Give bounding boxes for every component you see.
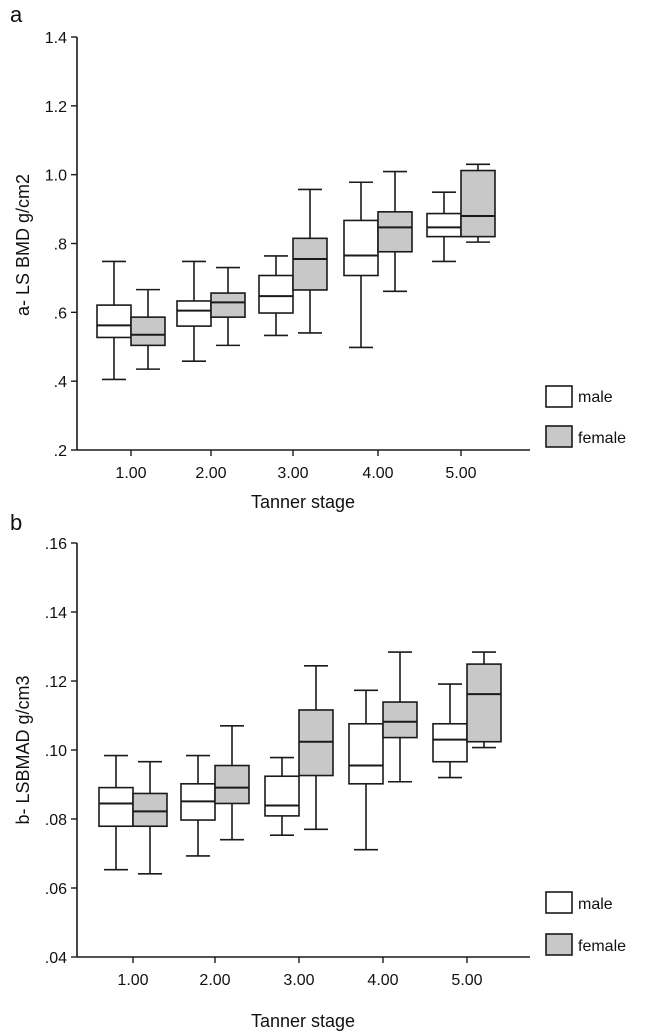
box-female-3.00 xyxy=(292,188,328,334)
x-tick-label: 5.00 xyxy=(451,972,482,989)
y-tick-label: .14 xyxy=(45,605,67,622)
box-male-4.00 xyxy=(348,689,384,851)
iqr-box xyxy=(348,722,384,785)
box-male-5.00 xyxy=(432,683,468,779)
panel-b-y-axis-title: b- LSBMAD g/cm3 xyxy=(13,675,33,824)
panel-a-letter: a xyxy=(10,2,23,27)
box-male-3.00 xyxy=(264,756,300,837)
panel-b-plot-area: .04 .06 .08 .10 .12 .14 .16 1.00 2.00 3.00 4.00 5.0… xyxy=(45,536,530,989)
iqr-box xyxy=(176,300,212,327)
panel-b-x-axis-title: Tanner stage xyxy=(251,1011,355,1031)
x-tick-label: 1.00 xyxy=(115,465,146,482)
box-female-2.00 xyxy=(210,266,246,347)
iqr-box xyxy=(466,663,502,743)
y-tick-label: 1.4 xyxy=(45,30,67,47)
iqr-box xyxy=(460,169,496,238)
y-tick-label: .6 xyxy=(54,305,67,322)
box-female-4.00 xyxy=(377,170,413,293)
y-tick-label: .4 xyxy=(54,374,67,391)
x-tick-label: 1.00 xyxy=(117,972,148,989)
iqr-box xyxy=(214,764,250,805)
box-female-1.00 xyxy=(132,760,168,875)
y-tick-label: .10 xyxy=(45,743,67,760)
x-tick-label: 4.00 xyxy=(362,465,393,482)
iqr-box xyxy=(377,211,413,253)
panel-a: a .2.4.6.81.01.21.41.00 2.00 3.00 4.00 5.00 … xyxy=(10,2,626,512)
y-tick-label: .04 xyxy=(45,950,67,967)
panel-b-legend: male female xyxy=(545,891,626,956)
iqr-box xyxy=(264,775,300,817)
iqr-box xyxy=(298,709,334,777)
iqr-box xyxy=(210,292,246,318)
iqr-box xyxy=(382,701,418,739)
iqr-box xyxy=(130,316,166,347)
box-female-1.00 xyxy=(130,288,166,370)
x-tick-label: 5.00 xyxy=(445,465,476,482)
iqr-box xyxy=(426,212,462,238)
iqr-box xyxy=(132,792,168,828)
box-male-2.00 xyxy=(176,260,212,363)
box-female-5.00 xyxy=(466,651,502,749)
iqr-box xyxy=(343,219,379,277)
panel-b-letter: b xyxy=(10,510,22,535)
legend-female-label: female xyxy=(578,430,626,447)
box-female-2.00 xyxy=(214,725,250,841)
legend-female-swatch xyxy=(545,933,573,956)
x-tick-label: 3.00 xyxy=(277,465,308,482)
iqr-box xyxy=(258,274,294,314)
y-tick-label: .12 xyxy=(45,674,67,691)
y-tick-label: .08 xyxy=(45,812,67,829)
legend-male-swatch xyxy=(545,891,573,914)
box-male-1.00 xyxy=(96,260,132,381)
box-male-3.00 xyxy=(258,255,294,337)
iqr-box xyxy=(98,786,134,828)
legend-female-swatch xyxy=(545,425,573,448)
y-tick-label: 1.2 xyxy=(45,99,67,116)
box-female-4.00 xyxy=(382,651,418,783)
legend-male-label: male xyxy=(578,896,613,913)
panel-a-legend: male female xyxy=(545,385,626,448)
panel-b: b .04 .06 .08 .10 .12 .14 .16 1.00 2.00 3.00 4.00 5… xyxy=(10,510,626,1031)
iqr-box xyxy=(292,237,328,291)
iqr-box xyxy=(96,304,132,339)
x-tick-label: 2.00 xyxy=(199,972,230,989)
legend-female-label: female xyxy=(578,938,626,955)
box-male-5.00 xyxy=(426,191,462,263)
x-tick-label: 2.00 xyxy=(195,465,226,482)
box-female-5.00 xyxy=(460,163,496,243)
box-male-4.00 xyxy=(343,181,379,349)
y-tick-label: .16 xyxy=(45,536,67,553)
box-male-2.00 xyxy=(180,754,216,857)
legend-male-label: male xyxy=(578,389,613,406)
box-female-3.00 xyxy=(298,665,334,831)
y-tick-label: .8 xyxy=(54,237,67,254)
box-male-1.00 xyxy=(98,754,134,871)
panel-a-plot-area: .2 .4 .6 .8 1.0 1.2 1.4 1.00 2.00 3.00 4.00 5.00 xyxy=(45,30,530,482)
y-tick-label: 1.0 xyxy=(45,168,67,185)
panel-a-y-axis-title: a- LS BMD g/cm2 xyxy=(13,174,33,316)
y-tick-label: .2 xyxy=(54,443,67,460)
legend-male-swatch xyxy=(545,385,573,408)
panel-a-x-axis-title: Tanner stage xyxy=(251,492,355,512)
x-tick-label: 3.00 xyxy=(283,972,314,989)
y-tick-label: .06 xyxy=(45,881,67,898)
x-tick-label: 4.00 xyxy=(367,972,398,989)
iqr-box xyxy=(432,722,468,763)
